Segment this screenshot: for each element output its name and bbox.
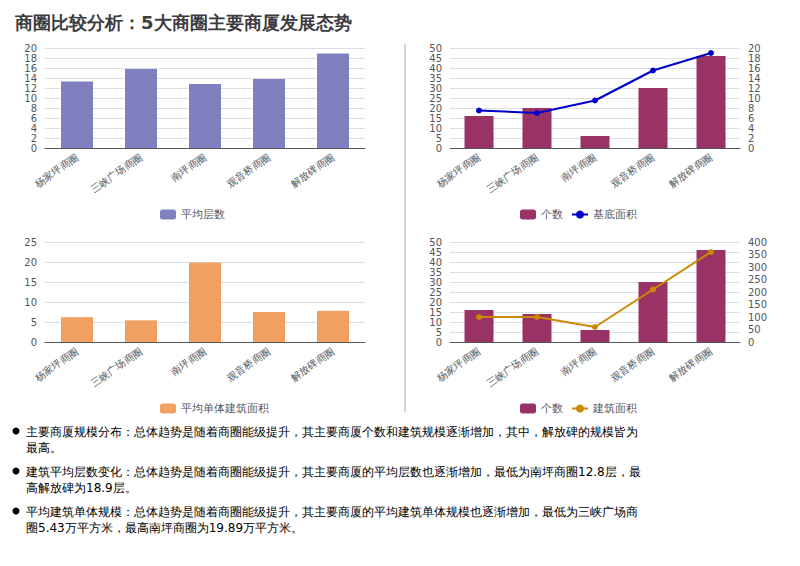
- svg-text:2: 2: [748, 133, 754, 144]
- svg-text:30: 30: [429, 83, 442, 94]
- svg-text:5: 5: [31, 317, 37, 328]
- svg-text:25: 25: [429, 93, 442, 104]
- svg-text:南坪商圈: 南坪商圈: [559, 151, 598, 183]
- svg-text:观音桥商圈: 观音桥商圈: [609, 151, 656, 189]
- svg-text:主要商厦规模分布：总体趋势是随着商圈能级提升，其主要商厦个数: 主要商厦规模分布：总体趋势是随着商圈能级提升，其主要商厦个数和建筑规模逐渐增加，…: [26, 425, 638, 439]
- svg-text:50: 50: [429, 237, 442, 248]
- svg-text:观音桥商圈: 观音桥商圈: [609, 345, 656, 383]
- svg-text:18: 18: [24, 53, 37, 64]
- svg-text:8: 8: [748, 103, 754, 114]
- svg-text:0: 0: [748, 143, 754, 154]
- svg-text:商圈比较分析：5大商圈主要商厦发展态势: 商圈比较分析：5大商圈主要商厦发展态势: [14, 12, 352, 33]
- svg-text:解放碑商圈: 解放碑商圈: [289, 151, 336, 189]
- svg-text:15: 15: [429, 307, 442, 318]
- svg-text:200: 200: [748, 287, 767, 298]
- svg-text:0: 0: [436, 143, 442, 154]
- svg-text:平均层数: 平均层数: [181, 208, 225, 221]
- svg-text:100: 100: [748, 312, 767, 323]
- svg-text:15: 15: [429, 113, 442, 124]
- svg-text:10: 10: [24, 93, 37, 104]
- svg-text:2: 2: [31, 133, 37, 144]
- svg-text:10: 10: [429, 317, 442, 328]
- svg-text:观音桥商圈: 观音桥商圈: [225, 151, 272, 189]
- svg-text:最高。: 最高。: [26, 441, 62, 455]
- svg-text:8: 8: [31, 103, 37, 114]
- svg-text:14: 14: [24, 73, 37, 84]
- svg-text:4: 4: [31, 123, 37, 134]
- svg-text:20: 20: [24, 257, 37, 268]
- svg-text:20: 20: [748, 43, 761, 54]
- svg-text:300: 300: [748, 262, 767, 273]
- svg-text:三峡广场商圈: 三峡广场商圈: [485, 345, 540, 388]
- svg-text:高解放碑为18.9层。: 高解放碑为18.9层。: [26, 481, 137, 495]
- svg-text:16: 16: [748, 63, 761, 74]
- svg-text:建筑平均层数变化：总体趋势是随着商圈能级提升，其主要商厦的平: 建筑平均层数变化：总体趋势是随着商圈能级提升，其主要商厦的平均层数也逐渐增加，最…: [25, 465, 641, 479]
- svg-text:20: 20: [24, 43, 37, 54]
- svg-text:平均建筑单体规模：总体趋势是随着商圈能级提升，其主要商厦的平: 平均建筑单体规模：总体趋势是随着商圈能级提升，其主要商厦的平均建筑单体规模也逐渐…: [26, 505, 638, 519]
- svg-text:12: 12: [24, 83, 37, 94]
- svg-text:16: 16: [24, 63, 37, 74]
- svg-text:杨家坪商圈: 杨家坪商圈: [32, 345, 80, 383]
- svg-text:4: 4: [748, 123, 754, 134]
- svg-text:40: 40: [429, 257, 442, 268]
- svg-text:25: 25: [24, 237, 37, 248]
- svg-text:5: 5: [436, 327, 442, 338]
- svg-text:45: 45: [429, 247, 442, 258]
- svg-text:南坪商圈: 南坪商圈: [169, 345, 208, 377]
- svg-text:10: 10: [748, 93, 761, 104]
- svg-text:南坪商圈: 南坪商圈: [559, 345, 598, 377]
- svg-text:400: 400: [748, 237, 767, 248]
- svg-text:个数: 个数: [541, 208, 563, 221]
- svg-text:三峡广场商圈: 三峡广场商圈: [89, 151, 144, 194]
- svg-text:50: 50: [429, 43, 442, 54]
- svg-text:10: 10: [24, 297, 37, 308]
- svg-text:解放碑商圈: 解放碑商圈: [289, 345, 336, 383]
- svg-text:圈5.43万平方米，最高南坪商圈为19.89万平方米。: 圈5.43万平方米，最高南坪商圈为19.89万平方米。: [26, 521, 303, 535]
- svg-text:6: 6: [31, 113, 37, 124]
- svg-text:观音桥商圈: 观音桥商圈: [225, 345, 272, 383]
- svg-text:解放碑商圈: 解放碑商圈: [667, 345, 714, 383]
- svg-text:10: 10: [429, 123, 442, 134]
- svg-text:50: 50: [748, 324, 761, 335]
- svg-text:建筑面积: 建筑面积: [592, 402, 637, 415]
- svg-text:250: 250: [748, 274, 767, 285]
- svg-text:15: 15: [24, 277, 37, 288]
- svg-text:杨家坪商圈: 杨家坪商圈: [32, 151, 80, 189]
- svg-text:40: 40: [429, 63, 442, 74]
- svg-text:35: 35: [429, 267, 442, 278]
- svg-text:45: 45: [429, 53, 442, 64]
- svg-text:0: 0: [748, 337, 754, 348]
- svg-text:18: 18: [748, 53, 761, 64]
- svg-text:平均单体建筑面积: 平均单体建筑面积: [181, 402, 269, 415]
- svg-text:解放碑商圈: 解放碑商圈: [667, 151, 714, 189]
- svg-text:150: 150: [748, 299, 767, 310]
- svg-text:个数: 个数: [541, 402, 563, 415]
- svg-text:0: 0: [31, 143, 37, 154]
- svg-text:0: 0: [31, 337, 37, 348]
- svg-text:20: 20: [429, 297, 442, 308]
- svg-text:三峡广场商圈: 三峡广场商圈: [485, 151, 540, 194]
- svg-text:35: 35: [429, 73, 442, 84]
- svg-text:350: 350: [748, 249, 767, 260]
- svg-text:30: 30: [429, 277, 442, 288]
- svg-text:三峡广场商圈: 三峡广场商圈: [89, 345, 144, 388]
- svg-text:基底面积: 基底面积: [593, 208, 637, 221]
- svg-text:南坪商圈: 南坪商圈: [169, 151, 208, 183]
- svg-text:杨家坪商圈: 杨家坪商圈: [434, 345, 482, 383]
- svg-text:5: 5: [436, 133, 442, 144]
- svg-text:杨家坪商圈: 杨家坪商圈: [434, 151, 482, 189]
- svg-text:20: 20: [429, 103, 442, 114]
- svg-text:6: 6: [748, 113, 754, 124]
- svg-text:25: 25: [429, 287, 442, 298]
- svg-text:0: 0: [436, 337, 442, 348]
- svg-text:14: 14: [748, 73, 761, 84]
- svg-text:12: 12: [748, 83, 761, 94]
